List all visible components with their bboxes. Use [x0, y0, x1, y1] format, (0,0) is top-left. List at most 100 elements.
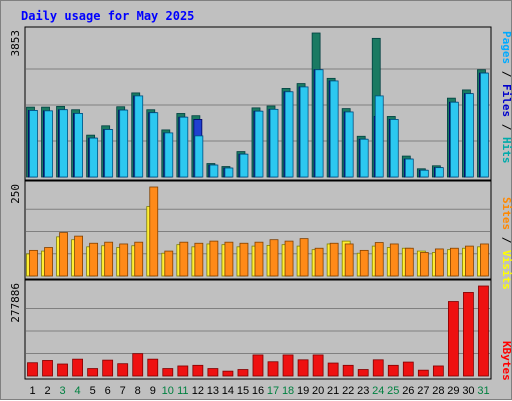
bar-sites — [450, 247, 459, 277]
x-tick-label: 23 — [357, 385, 369, 397]
bar-kbytes — [222, 370, 234, 377]
bar-kbytes — [207, 368, 219, 377]
bar-pages — [299, 86, 309, 178]
x-tick-label: 21 — [327, 385, 339, 397]
legend-part: Pages — [500, 31, 512, 64]
bar-kbytes — [177, 365, 189, 377]
x-tick-label: 16 — [252, 385, 264, 397]
y-max-label-usage: 3853 — [9, 30, 22, 57]
bar-sites — [134, 241, 144, 277]
legend-part: Sites — [500, 197, 512, 230]
bar-kbytes — [387, 364, 399, 377]
bar-kbytes — [87, 368, 99, 377]
x-tick-label: 13 — [207, 385, 219, 397]
bar-sites — [119, 243, 129, 277]
bar-sites — [59, 232, 68, 277]
x-tick-label: 26 — [402, 385, 414, 397]
bar-pages — [359, 138, 369, 178]
bar-kbytes — [432, 365, 444, 377]
bar-sites — [194, 242, 204, 277]
x-tick-label: 10 — [162, 385, 174, 397]
bar-kbytes — [162, 368, 174, 377]
bar-sites — [299, 238, 309, 277]
legend-usage: Pages / Files / Hits — [500, 31, 512, 164]
legend-part: / — [500, 117, 512, 137]
bar-pages — [209, 164, 219, 178]
bar-sites — [465, 245, 474, 277]
bar-kbytes — [117, 363, 129, 377]
x-tick-label: 9 — [150, 385, 156, 397]
bar-pages — [329, 80, 339, 178]
bar-pages — [344, 111, 354, 178]
bar-sites — [389, 243, 399, 277]
bar-kbytes — [342, 364, 354, 377]
y-max-label-visitors: 250 — [9, 184, 22, 204]
bar-kbytes — [372, 359, 384, 377]
bar-sites — [104, 241, 114, 277]
x-tick-label: 28 — [432, 385, 444, 397]
bar-sites — [224, 241, 234, 277]
bar-sites — [359, 249, 369, 277]
bar-pages — [134, 95, 144, 178]
bar-kbytes — [192, 364, 204, 377]
chart-title: Daily usage for May 2025 — [21, 9, 195, 23]
bar-pages — [164, 132, 174, 178]
x-tick-label: 1 — [29, 385, 35, 397]
bar-pages — [434, 167, 444, 178]
bar-pages — [419, 169, 429, 178]
bar-kbytes — [463, 292, 474, 377]
bar-sites — [269, 239, 279, 277]
legend-part: Visits — [500, 250, 512, 290]
x-tick-label: 27 — [417, 385, 429, 397]
x-tick-label: 18 — [282, 385, 294, 397]
bar-kbytes — [327, 362, 339, 377]
bar-pages — [450, 101, 459, 178]
bar-sites — [329, 242, 339, 277]
x-tick-label: 6 — [105, 385, 111, 397]
x-tick-label: 15 — [237, 385, 249, 397]
bar-sites — [374, 242, 384, 277]
bar-pages — [59, 109, 68, 178]
bar-kbytes — [267, 361, 279, 377]
legend-traffic: KBytes — [500, 341, 512, 381]
bar-kbytes — [297, 359, 309, 377]
bar-pages — [149, 112, 159, 178]
bar-sites — [239, 242, 249, 277]
x-tick-label: 5 — [90, 385, 96, 397]
bar-pages — [179, 116, 189, 178]
bar-kbytes — [147, 358, 159, 377]
bar-kbytes — [417, 369, 429, 377]
bar-kbytes — [402, 361, 414, 377]
bar-sites — [419, 252, 429, 277]
bar-pages — [239, 153, 249, 178]
x-tick-label: 8 — [135, 385, 141, 397]
legend-part: KBytes — [500, 341, 512, 381]
bar-pages — [254, 110, 264, 178]
x-tick-label: 4 — [75, 385, 81, 397]
x-tick-label: 30 — [462, 385, 474, 397]
bar-pages — [480, 72, 489, 178]
bar-kbytes — [27, 362, 38, 377]
bar-kbytes — [72, 358, 83, 377]
legend-part: Files — [500, 84, 512, 117]
legend-part: / — [500, 230, 512, 250]
x-tick-label: 14 — [222, 385, 234, 397]
bar-sites — [254, 241, 264, 277]
bar-pages — [389, 119, 399, 178]
legend-visitors: Sites / Visits — [500, 197, 512, 290]
bar-pages — [224, 167, 234, 178]
bar-sites — [44, 247, 53, 277]
bar-sites — [480, 243, 489, 277]
bar-pages — [29, 110, 38, 178]
x-tick-label: 20 — [312, 385, 324, 397]
bar-sites — [209, 240, 219, 277]
bar-sites — [149, 186, 159, 277]
x-tick-label: 24 — [372, 385, 384, 397]
y-max-label-traffic: 277886 — [9, 283, 22, 323]
bar-pages — [119, 109, 129, 178]
bar-pages — [104, 129, 114, 178]
bar-pages — [269, 108, 279, 178]
legend-part: / — [500, 64, 512, 84]
